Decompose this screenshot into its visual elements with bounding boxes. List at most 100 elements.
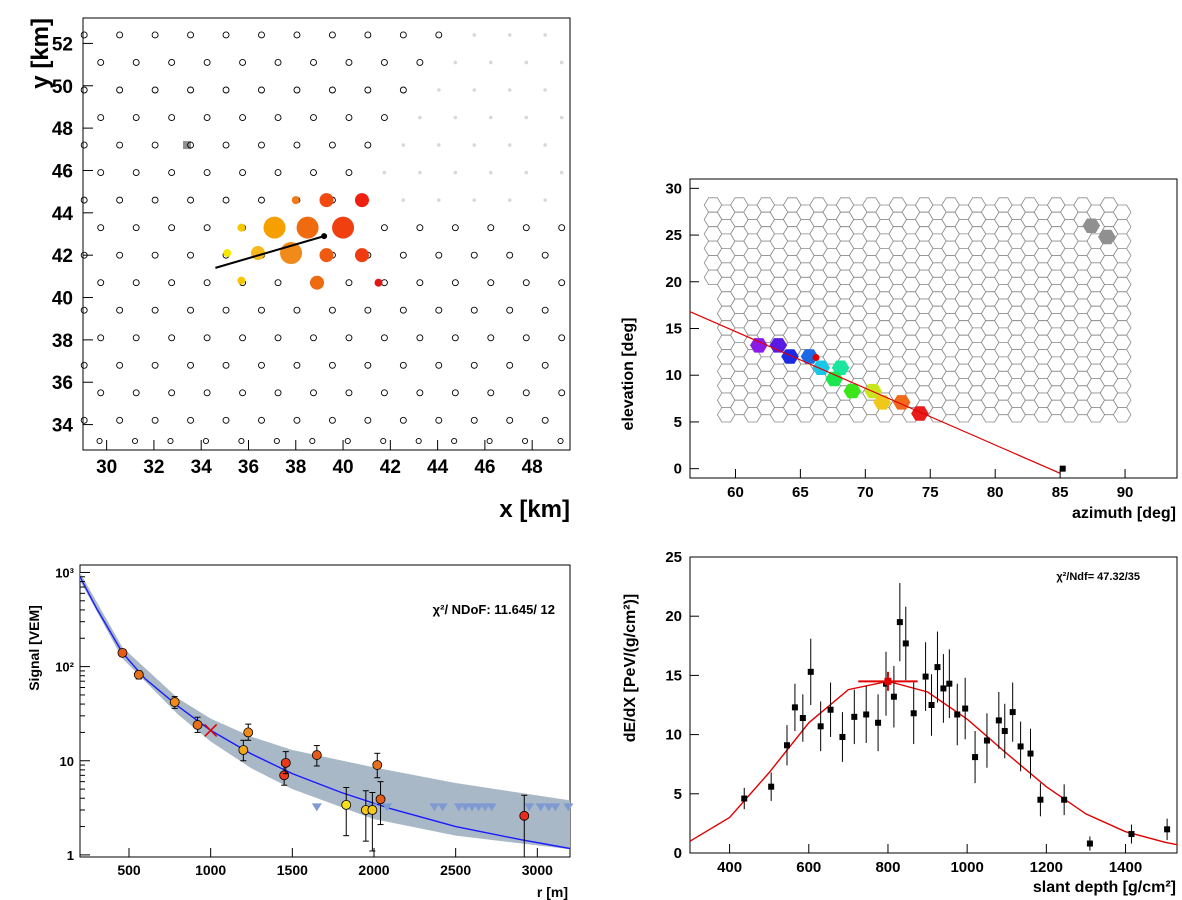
profile-point [851,713,858,720]
station [258,141,265,149]
inactive-station [507,33,512,37]
station [522,334,530,342]
station [345,114,353,121]
station [435,31,443,39]
station [116,31,124,39]
profile-point [1027,750,1034,757]
profile-ylabel: dE/dX [PeV/(g/cm²)] [622,594,639,742]
ldf-frame [79,564,571,858]
y-tick-label: 10² [55,660,74,675]
station [151,196,159,204]
station [293,416,301,424]
station [399,86,407,94]
station [310,169,317,177]
ldf-panel: 500 1000 1500 2000 2500 3000 1 10 10² 10³ χ²/ NDo… [26,564,574,900]
station [310,114,317,121]
station [328,306,336,314]
station [274,114,282,121]
ldf-point [341,799,352,810]
station [399,251,407,259]
x-tick-label: 42 [380,457,401,478]
y-tick-label: 15 [665,667,682,684]
fd-pixel [1112,407,1132,423]
station [293,306,301,314]
inactive-station [559,60,564,65]
profile-point [1017,743,1024,750]
station [80,361,88,369]
inactive-station [543,143,547,147]
station [506,416,514,424]
station [203,279,211,287]
hit-station [237,276,246,285]
y-tick-label: 25 [665,549,682,566]
station [203,389,211,397]
hit-station [296,216,319,239]
station [167,437,174,445]
profile-point [940,685,947,692]
station [416,224,424,232]
y-tick-label: 10 [60,754,74,769]
x-tick-label: 75 [922,484,939,501]
hit-station [319,193,334,208]
y-tick-label: 10³ [55,565,74,580]
profile-frame [689,556,1178,854]
station [435,361,443,369]
station [132,224,140,232]
profile-point [1128,831,1135,838]
x-tick-label: 44 [427,457,449,478]
station [470,251,478,259]
x-tick-label: 40 [332,457,353,478]
station [203,169,211,177]
station [116,306,124,314]
station [399,306,407,314]
station [258,86,265,94]
fd-pixel [1112,219,1132,235]
x-tick-label: 1500 [277,862,308,878]
y-tick-label: 34 [52,416,74,437]
profile-point [890,693,897,700]
profile-ticks: 400 600 800 1000 1200 1400 0 5 10 15 20 25 [665,549,1142,876]
x-tick-label: 80 [987,484,1004,501]
station [187,361,195,369]
x-tick-label: 36 [238,457,259,478]
station [239,59,247,66]
x-tick-label: 90 [1117,484,1134,501]
station [558,224,566,232]
sd-array-ylabel: y [km] [27,18,54,89]
station [274,169,282,177]
profile-point [827,706,834,713]
inactive-station [472,143,477,147]
y-tick-label: 42 [52,246,73,267]
x-tick-label: 1200 [1030,859,1063,876]
ldf-upper-limit [453,803,464,812]
inactive-station [524,115,529,120]
station [522,389,530,397]
inactive-station-square [183,141,192,150]
station [541,416,549,424]
fd-ticks: 60 65 70 75 80 85 90 0 5 10 15 20 25 30 [665,180,1133,501]
inactive-station [401,198,406,202]
ldf-upper-limit [473,803,484,812]
fd-pixel [1112,320,1132,336]
profile-panel: 400 600 800 1000 1200 1400 0 5 10 15 20 25 χ²/Ndf= … [622,549,1178,896]
profile-points [741,583,1171,851]
y-tick-label: 0 [674,845,682,862]
ldf-chi2-annotation: χ²/ NDoF: 11.645/ 12 [433,602,555,617]
fd-hit-pixel [843,383,862,399]
station [364,86,372,94]
sd-array-panel: 30 32 34 36 38 40 42 44 46 48 34 36 38 40 42 44 46 48 50 52… [27,17,571,523]
ldf-point [238,745,249,755]
station [506,306,514,314]
inactive-station [472,33,477,37]
station [168,114,176,121]
station [399,416,407,424]
fd-marked-pixel [1098,229,1116,245]
inactive-station [472,198,477,202]
y-tick-label: 40 [52,289,73,310]
station [168,279,176,287]
station [380,334,388,342]
station [239,389,247,397]
inactive-station [436,198,441,202]
station [116,361,124,369]
